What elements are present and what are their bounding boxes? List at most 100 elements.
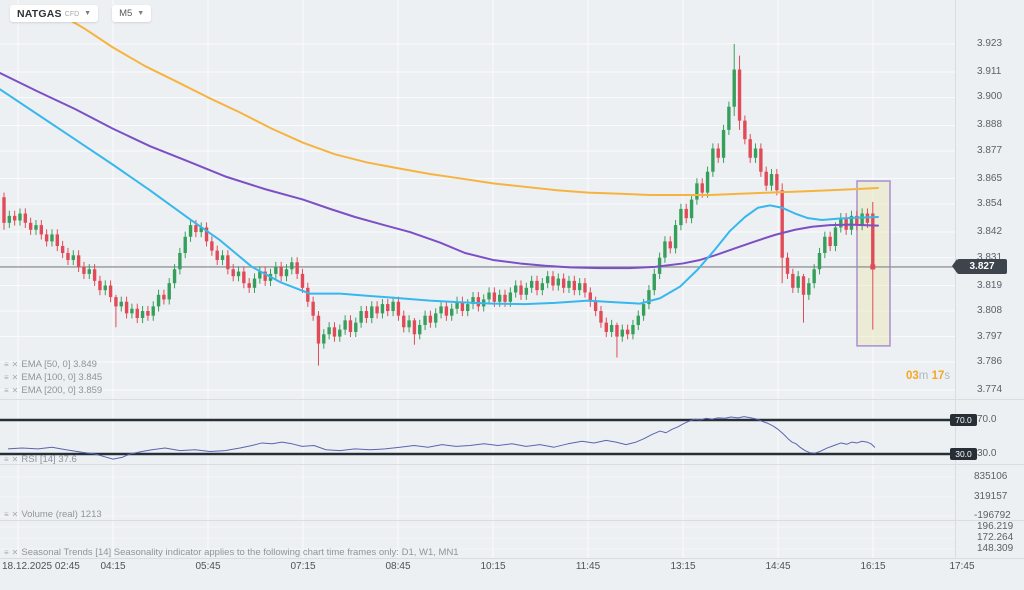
time-axis-label: 08:45 (385, 561, 411, 572)
volume-axis-label: 319157 (974, 491, 1008, 502)
candle (252, 278, 257, 288)
indicator-settings-icon[interactable]: ≡ (4, 509, 9, 519)
time-axis-label: 07:15 (290, 561, 316, 572)
candle (807, 283, 811, 295)
candle (497, 294, 502, 302)
price-axis-label: 3.786 (977, 356, 1003, 368)
legend-row-ema50: ≡ ✕ EMA [50, 0] 3.849 (4, 358, 102, 371)
candle (391, 301, 395, 312)
indicator-close-icon[interactable]: ✕ (11, 547, 19, 557)
candle (71, 255, 75, 260)
candle (194, 225, 198, 233)
last-price-dot (870, 264, 876, 270)
symbol-selector[interactable]: NATGAS CFD ▼ (10, 5, 99, 22)
candle (439, 306, 443, 314)
legend-row-ema100: ≡ ✕ EMA [100, 0] 3.845 (4, 371, 102, 384)
candle (12, 215, 17, 221)
candle (418, 324, 422, 335)
seasonal-axis-label: 196.219 (977, 521, 1014, 532)
candle (231, 269, 235, 277)
candle (306, 287, 310, 302)
candle (721, 129, 726, 158)
candle (274, 266, 278, 274)
candle (343, 320, 347, 330)
legend-row-seasonal: ≡ ✕ Seasonal Trends [14] Seasonality ind… (4, 546, 459, 559)
seasonal-axis-label: 148.309 (977, 543, 1014, 554)
rsi-legend-label: RSI [14] 37.6 (21, 454, 77, 465)
candle (631, 324, 635, 335)
time-axis-label: 05:45 (195, 561, 221, 572)
candle (753, 148, 758, 158)
indicator-close-icon[interactable]: ✕ (11, 454, 19, 464)
rsi-level-badge-30: 30.0 (950, 448, 977, 460)
candle (119, 301, 123, 307)
candle (396, 301, 401, 316)
candle (140, 311, 145, 319)
candle (780, 190, 784, 258)
candle (242, 271, 246, 284)
candle (775, 174, 779, 191)
candle (162, 294, 166, 300)
candle (791, 273, 795, 288)
candle (290, 262, 294, 270)
candle (354, 322, 358, 332)
candle (28, 222, 33, 230)
candle (295, 262, 299, 274)
candle (769, 174, 774, 186)
candle (615, 324, 619, 337)
candle (135, 308, 139, 319)
indicator-settings-icon[interactable]: ≡ (4, 547, 9, 557)
price-axis-label: 3.797 (977, 330, 1003, 342)
timeframe-selector[interactable]: M5 ▼ (112, 5, 152, 22)
candle (593, 301, 598, 312)
candle (641, 304, 646, 316)
indicator-settings-icon[interactable]: ≡ (4, 359, 9, 369)
candle (684, 208, 688, 219)
candle (609, 324, 614, 332)
indicator-close-icon[interactable]: ✕ (11, 509, 19, 519)
candle (855, 215, 859, 226)
candle (423, 315, 427, 325)
rsi-legend-block: ≡ ✕ RSI [14] 37.6 (4, 453, 77, 466)
candle (620, 329, 624, 337)
indicator-close-icon[interactable]: ✕ (11, 372, 19, 382)
candle (210, 241, 214, 251)
indicator-settings-icon[interactable]: ≡ (4, 372, 9, 382)
candle (44, 234, 49, 242)
candle (647, 290, 651, 305)
candle (428, 315, 433, 323)
candle (263, 271, 267, 281)
price-badge-arrow (952, 259, 957, 274)
candle (146, 311, 150, 316)
candle (700, 183, 704, 193)
seasonal-axis-label: 172.264 (977, 532, 1014, 543)
price-axis-label: 3.774 (977, 384, 1003, 395)
candle (348, 320, 353, 332)
candle (833, 227, 838, 247)
indicator-settings-icon[interactable]: ≡ (4, 385, 9, 395)
rsi-axis-label: 70.0 (977, 414, 997, 425)
legend-row-volume: ≡ ✕ Volume (real) 1213 (4, 508, 102, 521)
indicator-close-icon[interactable]: ✕ (11, 385, 19, 395)
time-axis-label: 14:45 (765, 561, 791, 572)
candle (604, 322, 608, 332)
candle (130, 308, 134, 314)
candle (359, 311, 363, 323)
candle (476, 297, 481, 307)
candle (535, 280, 539, 291)
candle (300, 273, 305, 288)
candle (567, 280, 571, 288)
candle (124, 301, 129, 314)
candle (178, 252, 182, 270)
candle (599, 311, 603, 323)
candle (743, 120, 747, 140)
indicator-settings-icon[interactable]: ≡ (4, 454, 9, 464)
candle (583, 283, 587, 293)
candle (668, 241, 672, 249)
indicator-close-icon[interactable]: ✕ (11, 359, 19, 369)
rsi-axis-label: 30.0 (977, 448, 997, 459)
price-axis-label: 3.819 (977, 279, 1003, 291)
candle (327, 327, 331, 335)
candle (588, 292, 592, 302)
